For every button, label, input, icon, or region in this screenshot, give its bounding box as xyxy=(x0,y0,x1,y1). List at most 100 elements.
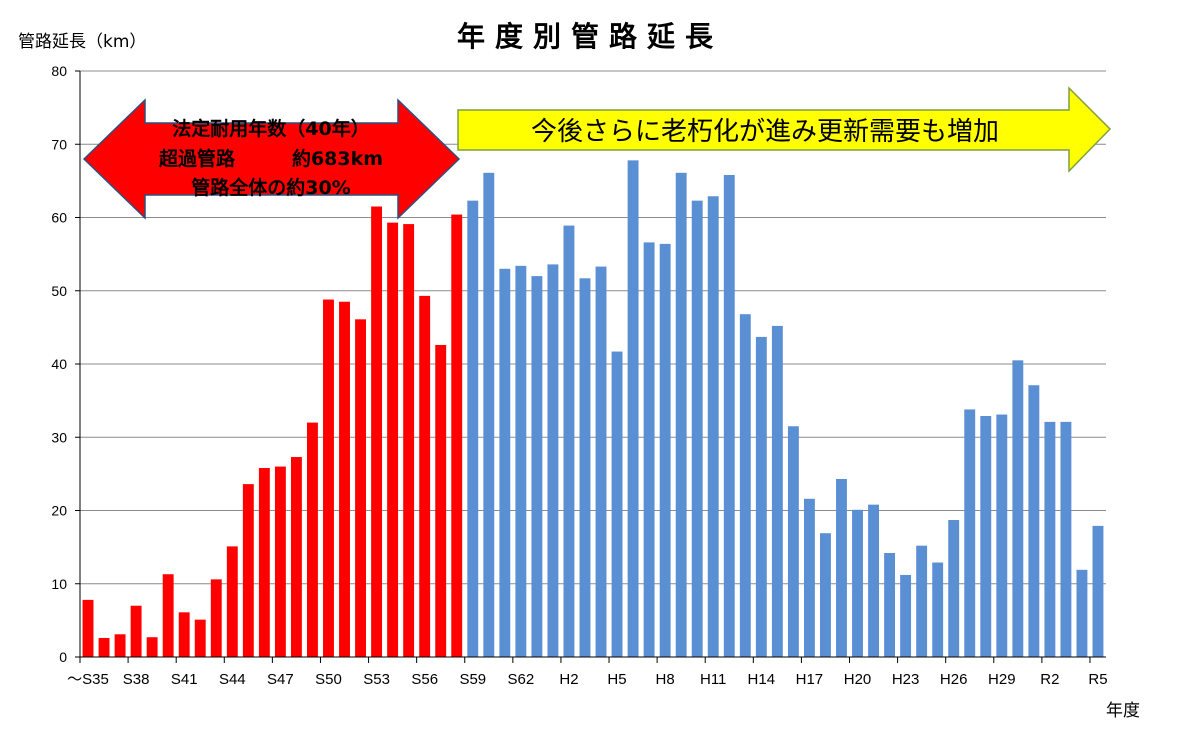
y-tick-label: 70 xyxy=(51,136,67,152)
bar-series1 xyxy=(435,344,447,657)
bar-series1 xyxy=(307,422,318,657)
y-tick-label: 30 xyxy=(51,429,67,445)
bar-series2 xyxy=(579,278,591,657)
bar-series1 xyxy=(226,546,238,657)
x-tick-label: S41 xyxy=(171,671,198,688)
y-tick-label: 80 xyxy=(51,63,67,79)
x-tick-label: S53 xyxy=(363,671,390,688)
x-tick-label: H20 xyxy=(844,671,872,688)
bar-series2 xyxy=(595,266,607,657)
bars xyxy=(82,160,1104,657)
bar-series1 xyxy=(258,468,270,657)
bar-series2 xyxy=(1060,421,1072,657)
yellow-annotation-text: 今後さらに老朽化が進み更新需要も増加 xyxy=(531,117,999,147)
x-tick-label: R2 xyxy=(1040,671,1059,688)
bar-series2 xyxy=(787,426,799,657)
bar-series1 xyxy=(323,299,334,657)
bar-series1 xyxy=(274,466,286,657)
bar-series2 xyxy=(563,225,575,657)
y-tick-labels: 0 10 20 30 40 50 60 70 80 xyxy=(51,63,67,665)
bar-series1 xyxy=(451,214,463,657)
y-tick-label: 10 xyxy=(51,576,67,592)
bar-series2 xyxy=(948,520,960,657)
bar-series2 xyxy=(884,552,896,657)
bar-series2 xyxy=(964,409,976,657)
x-tick-label: ～S35 xyxy=(67,671,109,688)
red-annotation-line2: 超過管路 約683km xyxy=(158,147,383,170)
x-tick-label: H29 xyxy=(988,671,1016,688)
bar-series1 xyxy=(114,634,126,657)
bar-series2 xyxy=(547,264,559,657)
bar-series2 xyxy=(739,314,751,657)
bar-series2 xyxy=(996,414,1008,657)
bar-series2 xyxy=(691,200,703,657)
y-tick-label: 0 xyxy=(59,649,67,665)
bar-series2 xyxy=(820,533,831,657)
bar-series2 xyxy=(611,351,623,657)
bar-series2 xyxy=(980,416,992,657)
bar-series2 xyxy=(643,242,655,657)
x-tick-label: S59 xyxy=(459,671,486,688)
bar-series2 xyxy=(515,265,527,657)
bar-series2 xyxy=(803,498,815,657)
bar-series2 xyxy=(1092,525,1104,657)
bar-series1 xyxy=(210,579,222,657)
x-tick-label: S38 xyxy=(123,671,150,688)
bar-series1 xyxy=(290,457,302,657)
bar-series2 xyxy=(755,336,767,657)
x-tick-label: S47 xyxy=(267,671,294,688)
axes xyxy=(75,70,1106,663)
bar-series2 xyxy=(852,509,863,657)
y-tick-label: 60 xyxy=(51,210,67,226)
bar-series2 xyxy=(868,504,879,657)
bar-series2 xyxy=(483,172,495,657)
red-double-arrow-shape xyxy=(82,98,461,220)
bar-series1 xyxy=(403,224,415,657)
bar-series1 xyxy=(130,605,142,657)
bar-series1 xyxy=(98,637,110,657)
bar-series2 xyxy=(531,276,543,657)
y-tick-label: 20 xyxy=(51,503,67,519)
x-tick-label: S50 xyxy=(315,671,342,688)
bar-series1 xyxy=(242,484,254,657)
red-annotation-line1: 法定耐用年数（40年） xyxy=(172,117,369,140)
x-tick-label: H17 xyxy=(796,671,824,688)
x-tick-label: H11 xyxy=(700,671,726,688)
y-tick-label: 50 xyxy=(51,283,67,299)
yellow-arrow-shape xyxy=(457,86,1112,173)
bar-series2 xyxy=(675,172,687,657)
x-tick-label: H26 xyxy=(940,671,968,688)
bar-series2 xyxy=(467,200,479,657)
bar-series1 xyxy=(355,319,366,657)
bar-series1 xyxy=(419,295,431,657)
bar-series2 xyxy=(916,545,928,657)
bar-series1 xyxy=(194,619,206,657)
bar-series2 xyxy=(836,479,847,657)
bar-series2 xyxy=(499,268,511,657)
bar-series1 xyxy=(339,301,350,657)
bar-series2 xyxy=(723,175,735,657)
chart-title: 年度別管路延長 xyxy=(457,20,723,53)
x-tick-label: H2 xyxy=(559,671,578,688)
bar-series2 xyxy=(1028,385,1040,657)
x-tick-label: R5 xyxy=(1088,671,1107,688)
x-tick-label: S56 xyxy=(411,671,438,688)
bar-series2 xyxy=(900,574,912,657)
x-tick-label: H14 xyxy=(748,671,776,688)
bar-series2 xyxy=(627,160,639,657)
bar-series2 xyxy=(932,562,944,657)
x-tick-label: S44 xyxy=(219,671,246,688)
x-axis-label: 年度 xyxy=(1106,701,1140,721)
bar-series1 xyxy=(146,637,158,657)
x-tick-labels: ～S35 S38 S41 S44 S47 S50 S53 S56 S59 S62 H2 H5 H8 H11… xyxy=(67,671,1107,688)
yellow-annotation-arrow: 今後さらに老朽化が進み更新需要も増加 xyxy=(457,86,1112,173)
bar-series1 xyxy=(387,222,399,657)
bar-series2 xyxy=(1012,360,1024,657)
bar-series2 xyxy=(1076,569,1088,657)
x-tick-label: S62 xyxy=(508,671,535,688)
bar-series1 xyxy=(178,612,190,657)
red-annotation-line3: 管路全体の約30% xyxy=(191,176,350,199)
bar-series2 xyxy=(771,325,783,657)
y-tick-label: 40 xyxy=(51,356,67,372)
